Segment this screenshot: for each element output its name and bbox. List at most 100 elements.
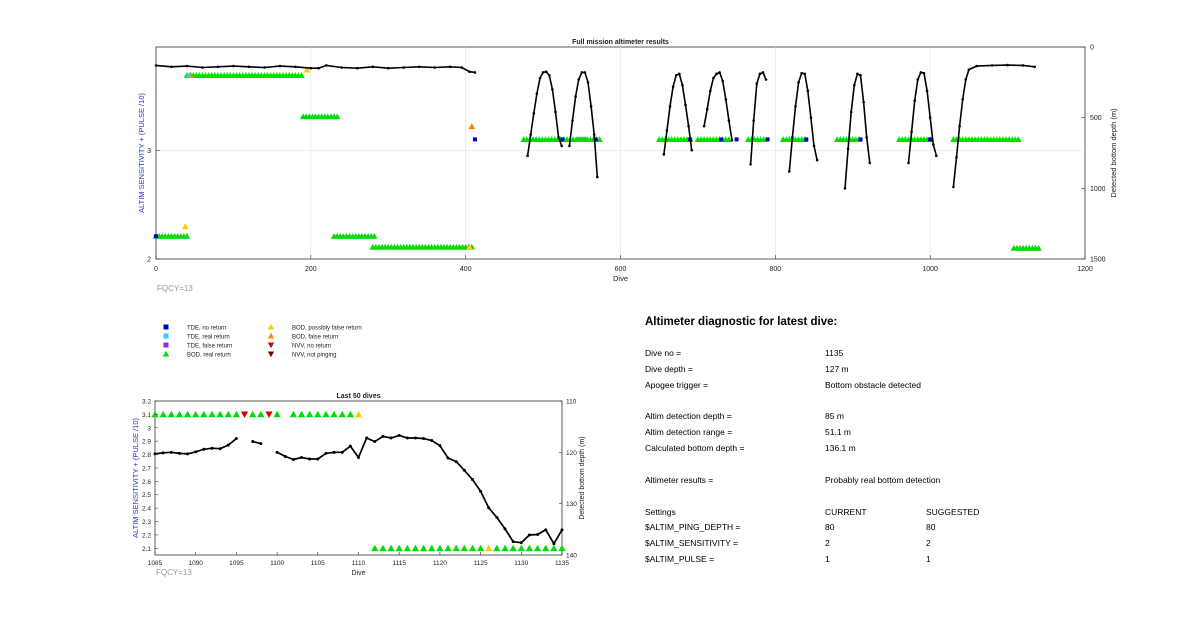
chart1-depth-point <box>852 83 856 87</box>
chart1-depth-point <box>586 81 590 84</box>
chart2-depth-point <box>348 444 352 448</box>
chart1-depth-point <box>662 153 666 156</box>
chart1-depth-point <box>583 71 587 74</box>
chart1-depth-point <box>154 64 158 67</box>
chart2-xtick-label: 1090 <box>188 560 203 567</box>
chart2-depth-point <box>503 527 507 531</box>
chart1-depth-point <box>538 76 542 80</box>
chart2-ytick-left-label: 3.1 <box>142 412 151 419</box>
chart1-depth-point <box>964 78 968 81</box>
chart1-tde-marker <box>719 137 724 142</box>
chart1-depth-point <box>958 124 961 128</box>
chart2-xtick-label: 1085 <box>148 560 163 567</box>
settings-header-row: Settings CURRENT SUGGESTED <box>645 507 1185 519</box>
chart2-ytick-left-label: 2.7 <box>142 465 151 472</box>
chart2-bottom-marker <box>468 544 477 552</box>
chart1-xtick-label: 0 <box>154 266 158 273</box>
chart2-ylabel-left: ALTIM SENSITIVITY + (PULSE /10) <box>131 418 140 538</box>
chart2-top-marker <box>232 410 240 418</box>
chart2-xlabel: Dive <box>351 570 365 577</box>
chart2-ytick-right-label: 140 <box>566 553 577 560</box>
detection-depth-value: 85 m <box>825 411 844 421</box>
legend-label-nvv_no_return: NVV, no return <box>292 344 331 350</box>
chart1-depth-point <box>592 133 596 136</box>
pulse-suggested: 1 <box>926 554 931 564</box>
chart1-ylabel-left: ALTIM SENSITIVITY + (PULSE /10) <box>137 93 146 213</box>
chart2-ytick-left-label: 2.6 <box>142 479 151 486</box>
chart1-depth-point <box>371 65 375 69</box>
chart1-depth-point <box>907 161 910 165</box>
chart2-depth-point <box>536 532 540 536</box>
chart1-depth-line <box>703 71 733 141</box>
chart2-footnote: FQCY=13 <box>156 568 192 577</box>
chart2-title: Last 50 dives <box>337 393 381 400</box>
suggested-header: SUGGESTED <box>926 507 980 517</box>
chart2-bottom-marker <box>444 544 452 552</box>
chart1-depth-point <box>671 85 675 88</box>
chart1-depth-point <box>727 119 731 122</box>
chart2-top-marker <box>354 410 363 418</box>
chart1-depth-point <box>317 66 320 70</box>
chart2-depth-point <box>365 436 369 440</box>
chart2-ytick-left-label: 2.2 <box>142 532 151 539</box>
calculated-bottom-row: Calculated bottom depth = 136.1 m <box>645 443 1185 455</box>
legend-label-tde_false_return: TDE, false return <box>187 344 232 350</box>
chart1-ytick-right-label: 1000 <box>1090 186 1106 193</box>
chart1-depth-point <box>764 78 768 81</box>
chart2-bottom-marker <box>420 544 428 552</box>
legend-label-nvv_not_pinging: NVV, not pinging <box>292 353 336 359</box>
chart2-ytick-left-label: 2.8 <box>142 452 151 459</box>
chart1-depth-point <box>849 110 853 114</box>
chart2-top-marker <box>314 410 322 418</box>
chart2-top-marker <box>183 410 192 418</box>
chart1-depth-point <box>705 107 709 111</box>
chart1-tde-marker <box>765 137 770 142</box>
chart2-depth-point <box>470 478 474 482</box>
chart2-bottom-marker <box>542 544 550 552</box>
dive-depth-value: 127 m <box>825 364 849 374</box>
chart1-ylabel-right: Detected bottom depth (m) <box>1109 108 1118 198</box>
chart1-depth-point <box>386 66 390 70</box>
chart1-bod-real-marker <box>760 136 767 142</box>
chart2-depth-point <box>251 440 255 444</box>
chart1-depth-point <box>752 119 755 122</box>
chart2-bottom-marker <box>493 544 501 552</box>
chart2-depth-point <box>340 450 344 454</box>
chart1-xtick-label: 200 <box>305 266 317 273</box>
chart1-depth-point <box>473 71 477 74</box>
chart1-depth-point <box>702 124 706 128</box>
chart2-bottom-marker <box>477 544 485 552</box>
chart1-depth-point <box>952 185 955 189</box>
chart2-depth-point <box>495 516 499 520</box>
chart1-bod-real-marker <box>333 113 341 120</box>
chart2-bottom-marker <box>428 544 436 552</box>
chart1-depth-point <box>340 66 344 69</box>
chart2-ylabel-right: Detected bottom depth (m) <box>579 436 586 519</box>
chart1-bod-real-marker <box>596 136 603 142</box>
chart1-depth-point <box>541 71 545 74</box>
chart2-bottom-marker <box>387 544 395 552</box>
chart2-ytick-left-label: 2.4 <box>142 506 151 513</box>
chart1-depth-point <box>448 65 452 69</box>
chart1-bod-real-marker <box>298 72 305 78</box>
chart1-depth-point <box>1021 64 1025 67</box>
chart1-depth-point <box>402 66 406 69</box>
detection-range-value: 51.1 m <box>825 427 851 437</box>
chart1-depth-point <box>975 64 978 68</box>
legend-symbol-nvv_no_return <box>267 342 275 349</box>
chart2-depth-point <box>300 455 304 459</box>
chart2-top-marker <box>297 410 306 418</box>
chart2-depth-point <box>413 436 417 440</box>
chart1-depth-point <box>730 138 734 142</box>
chart1-depth-point <box>571 119 574 122</box>
chart2-depth-point <box>186 452 190 456</box>
current-header: CURRENT <box>825 507 867 517</box>
chart1-bod-marker <box>182 222 189 230</box>
chart1-depth-point <box>532 112 536 115</box>
chart2-top-marker <box>257 410 265 418</box>
chart2-depth-point <box>234 436 238 440</box>
chart1-xtick-label: 400 <box>460 266 472 273</box>
chart1-bod-real-marker <box>371 232 378 239</box>
chart1-bod-marker <box>466 243 473 250</box>
chart1-bod-real-marker <box>1015 136 1022 142</box>
